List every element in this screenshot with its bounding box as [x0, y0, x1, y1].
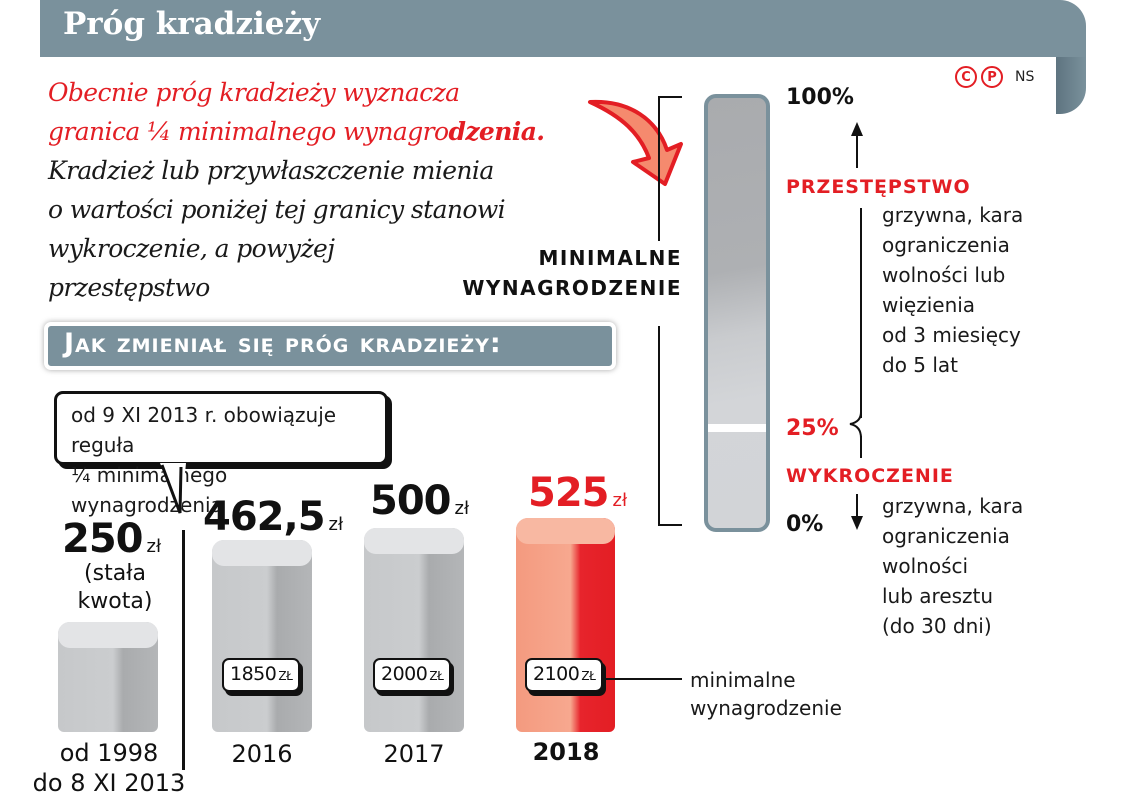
intro-line: przestępstwo: [48, 273, 210, 302]
bar-value-1998: 250 zł: [62, 516, 162, 562]
pct-100-label: 100%: [786, 85, 854, 110]
wage-tag-2017: 2000 ZŁ: [373, 658, 452, 692]
bar-value-2017: 500 zł: [370, 478, 470, 524]
bar-value-2016: 462,5 zł: [203, 494, 344, 540]
arrow-down-icon: [851, 494, 863, 530]
threshold-marker-25: [708, 424, 766, 432]
header-bar: [40, 0, 1086, 57]
year-label-2018: 2018: [532, 738, 600, 766]
intro-line: granica ¼ minimalnego wynagrodzenia.: [48, 117, 545, 146]
wage-tag-2018: 2100 ZŁ: [525, 658, 604, 692]
bar-1998: [58, 622, 158, 732]
intro-line: o wartości poniżej tej granicy stanowi: [48, 195, 506, 224]
crime-label: PRZESTĘPSTWO: [786, 176, 971, 198]
intro-line: wykroczenie, a powyżej: [48, 234, 335, 263]
threshold-scale-bar: [704, 94, 770, 532]
min-wage-label: MINIMALNE WYNAGRODZENIE: [462, 246, 682, 300]
pct-0-label: 0%: [786, 512, 824, 537]
min-wage-leader-line: [604, 678, 682, 680]
page-title: Próg kradzieży: [63, 6, 321, 42]
offense-description: grzywna, kara ograniczenia wolności lub …: [882, 494, 1024, 638]
credits: C P NS: [955, 66, 1034, 88]
year-label-2016: 2016: [231, 740, 293, 768]
year-label-2017: 2017: [383, 740, 445, 768]
intro-line: Kradzież lub przywłaszczenie mienia: [48, 156, 494, 185]
intro-line: Obecnie próg kradzieży wyznacza: [48, 78, 460, 107]
bar-value-2018: 525 zł: [528, 470, 628, 516]
phonogram-icon: P: [981, 66, 1003, 88]
callout-pointer: [160, 463, 186, 515]
bar-2018: [516, 518, 615, 732]
crime-description: grzywna, kara ograniczenia wolności lub …: [882, 203, 1024, 377]
brace-notch: [849, 412, 862, 438]
bar-note-1998: (stała kwota): [77, 561, 153, 614]
brace-lower: [860, 436, 862, 458]
bar-2017: [364, 528, 464, 732]
copyright-icon: C: [955, 66, 977, 88]
intro-text: Obecnie próg kradzieży wyznacza granica …: [48, 73, 545, 307]
bar-2016: [212, 540, 312, 732]
offense-label: WYKROCZENIE: [786, 465, 954, 487]
arrow-up-icon: [851, 122, 863, 168]
pct-25-label: 25%: [786, 416, 839, 441]
year-label-1998: od 1998 do 8 XI 2013: [32, 739, 186, 797]
wage-tag-2016: 1850 ZŁ: [222, 658, 301, 692]
era-divider: [182, 530, 185, 770]
section-title: Jak zmieniał się próg kradzieży:: [44, 322, 616, 370]
header-fold: [1056, 57, 1086, 114]
min-wage-bracket: [658, 96, 684, 526]
rule-callout: od 9 XI 2013 r. obowiązuje reguła ¼ mini…: [54, 391, 388, 517]
min-wage-legend: minimalne wynagrodzenie: [690, 668, 842, 720]
brace-upper: [860, 208, 862, 418]
author-initials: NS: [1015, 69, 1035, 85]
